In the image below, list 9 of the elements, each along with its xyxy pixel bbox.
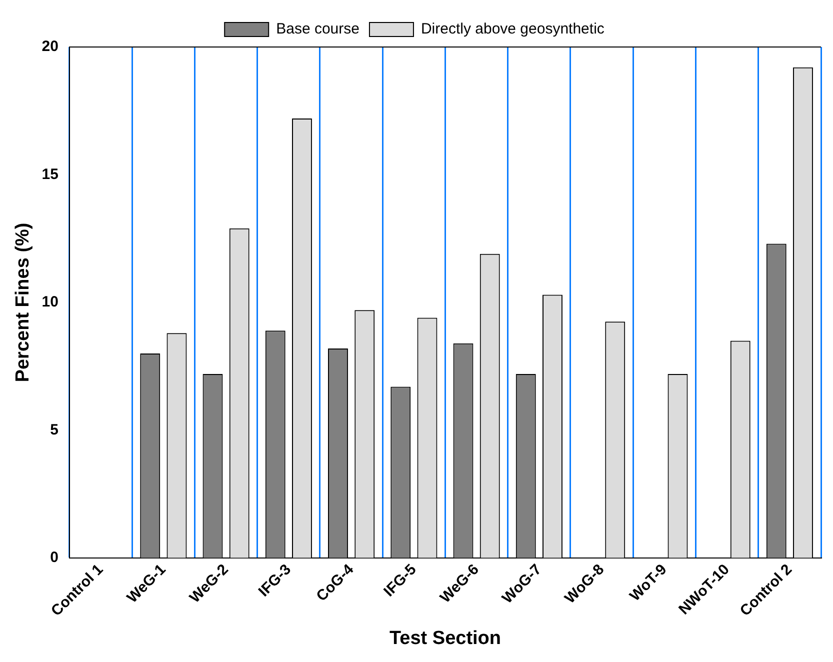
legend-label: Base course xyxy=(276,20,360,38)
y-tick-label: 20 xyxy=(42,38,58,56)
x-axis-title: Test Section xyxy=(389,628,502,649)
y-tick-label: 0 xyxy=(50,549,58,566)
y-axis-title: Percent Fines (%) xyxy=(12,222,34,382)
legend-label: Directly above geosynthetic xyxy=(420,20,605,38)
y-tick-label: 5 xyxy=(50,421,58,438)
y-tick-label: 10 xyxy=(42,294,58,311)
y-tick-label: 15 xyxy=(42,166,58,183)
